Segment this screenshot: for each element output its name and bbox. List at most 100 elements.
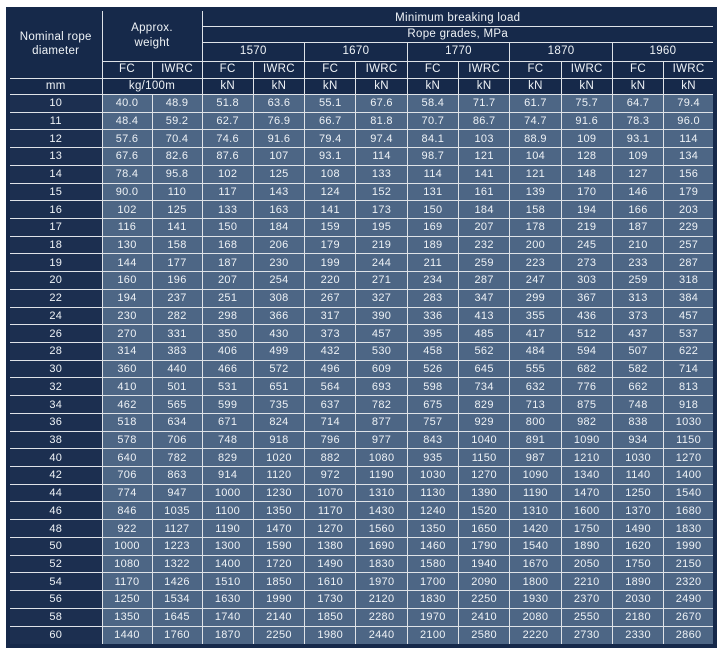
load-value-cell: 1970 [406, 607, 459, 627]
load-value-cell: 152 [355, 182, 408, 202]
iwrc-column-header: IWRC [151, 60, 203, 79]
table-row: 56 1250 1534 1630 1990 1730 2120 1830 2250 1930 23… [7, 590, 716, 609]
diameter-cell: 38 [7, 430, 103, 450]
load-value-cell: 714 [663, 359, 716, 379]
load-value-cell: 882 [304, 448, 357, 468]
table-row: 58 1350 1645 1740 2140 1850 2280 1970 2410 2080 25… [7, 607, 716, 627]
table-row: 40 640 782 829 1020 882 1080 935 1150 987 1210 1030… [7, 448, 716, 468]
load-value-cell: 2250 [457, 590, 511, 609]
load-value-cell: 2100 [406, 625, 459, 647]
load-value-cell: 485 [457, 324, 511, 343]
load-value-cell: 110 [151, 182, 203, 202]
load-value-cell: 484 [509, 342, 562, 361]
fc-column-header: FC [201, 60, 254, 79]
load-value-cell: 530 [355, 342, 408, 361]
load-value-cell: 1322 [151, 554, 203, 574]
table-row: 38 578 706 748 918 796 977 843 1040 891 1090 934 115… [7, 430, 716, 450]
load-value-cell: 1470 [252, 519, 306, 538]
load-value-cell: 918 [663, 395, 716, 414]
load-value-cell: 146 [611, 182, 665, 202]
load-value-cell: 734 [457, 377, 511, 397]
load-value-cell: 1700 [406, 572, 459, 592]
diameter-cell: 44 [7, 483, 103, 503]
load-value-cell: 640 [101, 448, 153, 468]
load-value-cell: 327 [355, 288, 408, 308]
load-value-cell: 918 [252, 430, 306, 450]
load-value-cell: 1030 [663, 412, 716, 432]
load-value-cell: 102 [101, 200, 153, 219]
load-value-cell: 271 [355, 271, 408, 290]
load-value-cell: 78.3 [611, 111, 665, 131]
load-value-cell: 232 [457, 235, 511, 255]
load-value-cell: 143 [252, 182, 306, 202]
load-value-cell: 748 [201, 430, 254, 450]
load-value-cell: 436 [560, 306, 613, 326]
table-row: 18 130 158 168 206 179 219 189 232 200 245 210 257 [7, 235, 716, 255]
load-value-cell: 1300 [201, 536, 254, 556]
load-value-cell: 336 [406, 306, 459, 326]
load-value-cell: 247 [509, 271, 562, 290]
load-value-cell: 1190 [509, 483, 562, 503]
diameter-cell: 19 [7, 253, 103, 273]
load-value-cell: 537 [663, 324, 716, 343]
load-value-cell: 66.7 [304, 111, 357, 131]
load-value-cell: 1645 [151, 607, 203, 627]
load-value-cell: 1830 [663, 519, 716, 538]
load-value-cell: 1190 [355, 466, 408, 485]
load-value-cell: 317 [304, 306, 357, 326]
load-value-cell: 395 [406, 324, 459, 343]
load-value-cell: 1350 [252, 501, 306, 521]
load-value-cell: 512 [560, 324, 613, 343]
load-value-cell: 70.7 [406, 111, 459, 131]
load-value-cell: 651 [252, 377, 306, 397]
load-value-cell: 1760 [151, 625, 203, 647]
load-value-cell: 350 [201, 324, 254, 343]
load-value-cell: 79.4 [304, 129, 357, 149]
load-value-cell: 1080 [101, 554, 153, 574]
load-value-cell: 287 [457, 271, 511, 290]
load-value-cell: 160 [101, 271, 153, 290]
load-value-cell: 159 [304, 217, 357, 237]
load-value-cell: 67.6 [355, 93, 408, 113]
fc-column-header: FC [101, 60, 153, 79]
load-value-cell: 1240 [406, 501, 459, 521]
load-value-cell: 1534 [151, 590, 203, 609]
load-value-cell: 829 [457, 395, 511, 414]
load-value-cell: 1850 [304, 607, 357, 627]
load-value-cell: 914 [201, 466, 254, 485]
header-approx-weight: Approx. weight [101, 8, 203, 62]
unit-kg-per-100m: kg/100m [101, 77, 203, 95]
diameter-cell: 30 [7, 359, 103, 379]
table-row: 36 518 634 671 824 714 877 757 929 800 982 838 1030 [7, 412, 716, 432]
load-value-cell: 1350 [101, 607, 153, 627]
load-value-cell: 1690 [355, 536, 408, 556]
unit-kn: kN [560, 77, 613, 95]
load-value-cell: 1400 [663, 466, 716, 485]
load-value-cell: 114 [663, 129, 716, 149]
table-row: 60 1440 1760 1870 2250 1980 2440 2100 2580 2220 27… [7, 625, 716, 647]
load-value-cell: 91.6 [560, 111, 613, 131]
table-row: 28 314 383 406 499 432 530 458 562 484 594 507 622 [7, 342, 716, 361]
load-value-cell: 1170 [304, 501, 357, 521]
load-value-cell: 67.6 [101, 147, 153, 166]
load-value-cell: 1620 [611, 536, 665, 556]
table-row: 10 40.0 48.9 51.8 63.6 55.1 67.6 58.4 71.7 61.7 75… [7, 93, 716, 113]
load-value-cell: 141 [151, 217, 203, 237]
table-row: 24 230 282 298 366 317 390 336 413 355 436 373 457 [7, 306, 716, 326]
load-value-cell: 267 [304, 288, 357, 308]
load-value-cell: 1580 [406, 554, 459, 574]
load-value-cell: 413 [457, 306, 511, 326]
grade-header-1770: 1770 [406, 41, 511, 62]
load-value-cell: 1540 [663, 483, 716, 503]
load-value-cell: 2320 [663, 572, 716, 592]
load-value-cell: 259 [611, 271, 665, 290]
table-row: 20 160 196 207 254 220 271 234 287 247 303 259 318 [7, 271, 716, 290]
table-row: 11 48.4 59.2 62.7 76.9 66.7 81.8 70.7 86.7 74.7 91… [7, 111, 716, 131]
load-value-cell: 947 [151, 483, 203, 503]
load-value-cell: 203 [663, 200, 716, 219]
load-value-cell: 128 [560, 147, 613, 166]
load-value-cell: 599 [201, 395, 254, 414]
load-value-cell: 1090 [560, 430, 613, 450]
load-value-cell: 982 [560, 412, 613, 432]
load-value-cell: 1560 [355, 519, 408, 538]
